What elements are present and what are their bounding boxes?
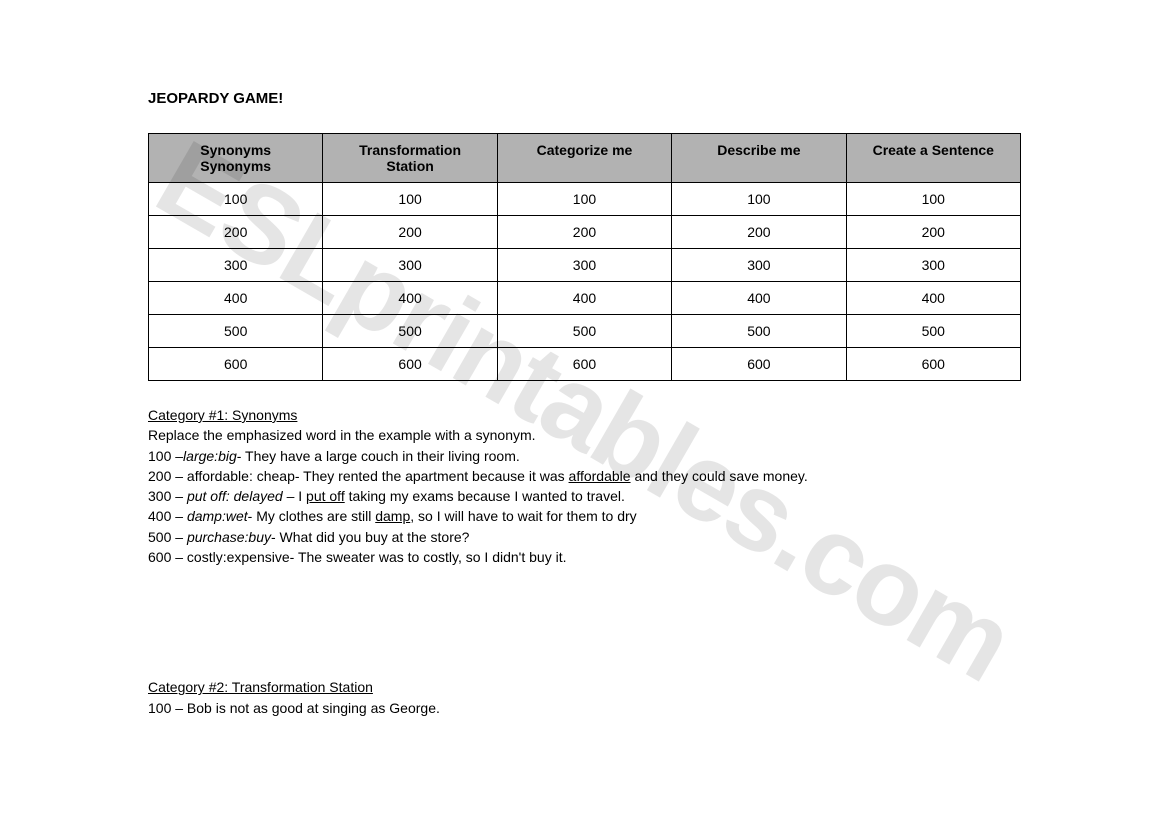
cell: 300: [672, 249, 846, 282]
category-1-item-300: 300 – put off: delayed – I put off takin…: [148, 486, 1021, 506]
category-2-heading: Category #2: Transformation Station: [148, 677, 1021, 697]
cell: 600: [149, 348, 323, 381]
table-row: 500 500 500 500 500: [149, 315, 1021, 348]
cell: 400: [672, 282, 846, 315]
cell: 100: [149, 183, 323, 216]
header-synonyms: Synonyms Synonyms: [149, 134, 323, 183]
cell: 100: [497, 183, 671, 216]
cell: 600: [846, 348, 1020, 381]
cell: 400: [323, 282, 497, 315]
cell: 400: [149, 282, 323, 315]
jeopardy-board-table: Synonyms Synonyms Transformation Station…: [148, 133, 1021, 381]
cell: 200: [497, 216, 671, 249]
category-1-item-600: 600 – costly:expensive- The sweater was …: [148, 547, 1021, 567]
header-categorize: Categorize me: [497, 134, 671, 183]
cell: 300: [497, 249, 671, 282]
cell: 400: [846, 282, 1020, 315]
table-row: 100 100 100 100 100: [149, 183, 1021, 216]
cell: 300: [149, 249, 323, 282]
table-header-row: Synonyms Synonyms Transformation Station…: [149, 134, 1021, 183]
header-create-sentence: Create a Sentence: [846, 134, 1020, 183]
cell: 100: [323, 183, 497, 216]
cell: 600: [323, 348, 497, 381]
cell: 500: [149, 315, 323, 348]
category-1-item-100: 100 –large:big- They have a large couch …: [148, 446, 1021, 466]
table-row: 600 600 600 600 600: [149, 348, 1021, 381]
category-1-item-200: 200 – affordable: cheap- They rented the…: [148, 466, 1021, 486]
category-1-heading: Category #1: Synonyms: [148, 405, 1021, 425]
table-row: 300 300 300 300 300: [149, 249, 1021, 282]
page-title: JEOPARDY GAME!: [148, 90, 1021, 107]
categories-content: Category #1: Synonyms Replace the emphas…: [148, 405, 1021, 718]
cell: 600: [672, 348, 846, 381]
category-1-item-500: 500 – purchase:buy- What did you buy at …: [148, 527, 1021, 547]
category-2-block: Category #2: Transformation Station 100 …: [148, 677, 1021, 718]
cell: 100: [672, 183, 846, 216]
cell: 500: [497, 315, 671, 348]
cell: 200: [846, 216, 1020, 249]
cell: 400: [497, 282, 671, 315]
cell: 500: [846, 315, 1020, 348]
cell: 300: [846, 249, 1020, 282]
header-describe: Describe me: [672, 134, 846, 183]
category-1-block: Category #1: Synonyms Replace the emphas…: [148, 405, 1021, 567]
header-transformation: Transformation Station: [323, 134, 497, 183]
cell: 200: [323, 216, 497, 249]
category-1-item-400: 400 – damp:wet- My clothes are still dam…: [148, 506, 1021, 526]
cell: 500: [323, 315, 497, 348]
cell: 200: [672, 216, 846, 249]
table-row: 400 400 400 400 400: [149, 282, 1021, 315]
cell: 200: [149, 216, 323, 249]
cell: 300: [323, 249, 497, 282]
cell: 600: [497, 348, 671, 381]
table-row: 200 200 200 200 200: [149, 216, 1021, 249]
category-1-instruction: Replace the emphasized word in the examp…: [148, 425, 1021, 445]
table-body: 100 100 100 100 100 200 200 200 200 200 …: [149, 183, 1021, 381]
category-2-item-100: 100 – Bob is not as good at singing as G…: [148, 698, 1021, 718]
cell: 500: [672, 315, 846, 348]
cell: 100: [846, 183, 1020, 216]
document-page: JEOPARDY GAME! Synonyms Synonyms Transfo…: [0, 0, 1169, 718]
